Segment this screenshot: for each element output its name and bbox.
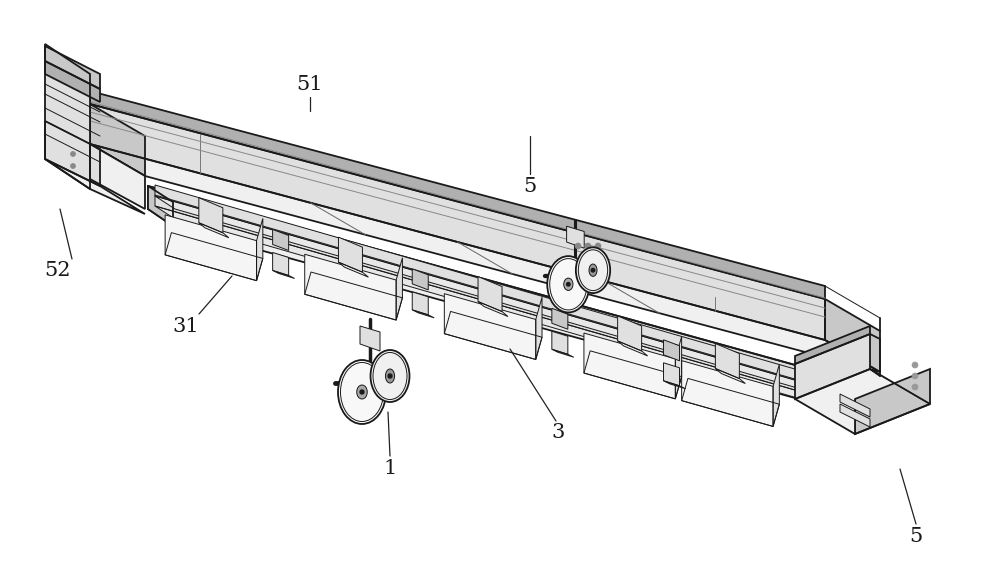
- Ellipse shape: [370, 350, 410, 402]
- Circle shape: [567, 283, 570, 286]
- Polygon shape: [855, 369, 930, 434]
- Polygon shape: [273, 230, 289, 250]
- Polygon shape: [90, 144, 880, 372]
- Text: 31: 31: [173, 316, 199, 336]
- Polygon shape: [199, 223, 229, 238]
- Polygon shape: [584, 351, 682, 399]
- Polygon shape: [155, 206, 860, 416]
- Ellipse shape: [385, 369, 395, 383]
- Text: 1: 1: [383, 459, 397, 478]
- Polygon shape: [825, 299, 880, 372]
- Polygon shape: [155, 196, 860, 406]
- Polygon shape: [675, 337, 682, 399]
- Text: 5: 5: [909, 527, 923, 545]
- Polygon shape: [155, 195, 840, 403]
- Polygon shape: [795, 369, 930, 434]
- Polygon shape: [840, 394, 870, 417]
- Polygon shape: [552, 349, 574, 357]
- Circle shape: [912, 362, 918, 368]
- Polygon shape: [338, 237, 362, 272]
- Ellipse shape: [564, 278, 573, 290]
- Polygon shape: [396, 258, 402, 320]
- Polygon shape: [148, 186, 173, 226]
- Polygon shape: [90, 104, 825, 340]
- Polygon shape: [412, 310, 434, 318]
- Circle shape: [912, 373, 918, 379]
- Text: 3: 3: [551, 422, 565, 442]
- Circle shape: [912, 384, 918, 390]
- Polygon shape: [664, 340, 680, 361]
- Circle shape: [70, 152, 76, 156]
- Polygon shape: [360, 326, 380, 351]
- Polygon shape: [795, 326, 870, 364]
- Polygon shape: [199, 198, 223, 233]
- Polygon shape: [584, 333, 675, 399]
- Polygon shape: [155, 185, 840, 393]
- Text: 52: 52: [45, 262, 71, 280]
- Polygon shape: [478, 276, 502, 311]
- Polygon shape: [165, 232, 263, 281]
- Polygon shape: [478, 302, 508, 316]
- Polygon shape: [257, 218, 263, 281]
- Polygon shape: [618, 341, 648, 356]
- Circle shape: [575, 243, 581, 249]
- Polygon shape: [412, 292, 428, 315]
- Polygon shape: [552, 309, 568, 329]
- Polygon shape: [664, 363, 680, 386]
- Circle shape: [585, 243, 591, 249]
- Polygon shape: [148, 209, 878, 421]
- Ellipse shape: [576, 248, 610, 293]
- Polygon shape: [305, 254, 396, 320]
- Ellipse shape: [338, 360, 386, 424]
- Circle shape: [360, 390, 364, 394]
- Polygon shape: [45, 159, 145, 214]
- Circle shape: [591, 268, 595, 272]
- Polygon shape: [45, 61, 100, 102]
- Polygon shape: [682, 360, 773, 426]
- Polygon shape: [715, 343, 739, 378]
- Polygon shape: [795, 334, 870, 399]
- Polygon shape: [444, 311, 542, 359]
- Polygon shape: [90, 144, 145, 209]
- Polygon shape: [664, 381, 686, 389]
- Polygon shape: [552, 331, 568, 354]
- Polygon shape: [148, 186, 853, 404]
- Circle shape: [595, 243, 601, 249]
- Polygon shape: [567, 226, 584, 248]
- Text: 5: 5: [523, 177, 537, 196]
- Ellipse shape: [547, 256, 589, 312]
- Polygon shape: [444, 294, 536, 359]
- Circle shape: [70, 164, 76, 169]
- Polygon shape: [90, 91, 825, 299]
- Polygon shape: [45, 44, 90, 189]
- Ellipse shape: [357, 385, 367, 399]
- Text: 51: 51: [297, 74, 323, 94]
- Polygon shape: [773, 364, 779, 426]
- Ellipse shape: [589, 264, 597, 276]
- Polygon shape: [305, 272, 402, 320]
- Polygon shape: [273, 271, 295, 279]
- Polygon shape: [412, 269, 428, 290]
- Polygon shape: [165, 215, 257, 281]
- Polygon shape: [45, 46, 100, 89]
- Polygon shape: [840, 404, 870, 427]
- Circle shape: [388, 374, 392, 378]
- Polygon shape: [90, 104, 145, 176]
- Polygon shape: [273, 253, 289, 275]
- Polygon shape: [536, 297, 542, 359]
- Polygon shape: [45, 121, 100, 186]
- Polygon shape: [618, 316, 642, 351]
- Polygon shape: [338, 262, 368, 277]
- Polygon shape: [715, 368, 745, 384]
- Polygon shape: [682, 378, 779, 426]
